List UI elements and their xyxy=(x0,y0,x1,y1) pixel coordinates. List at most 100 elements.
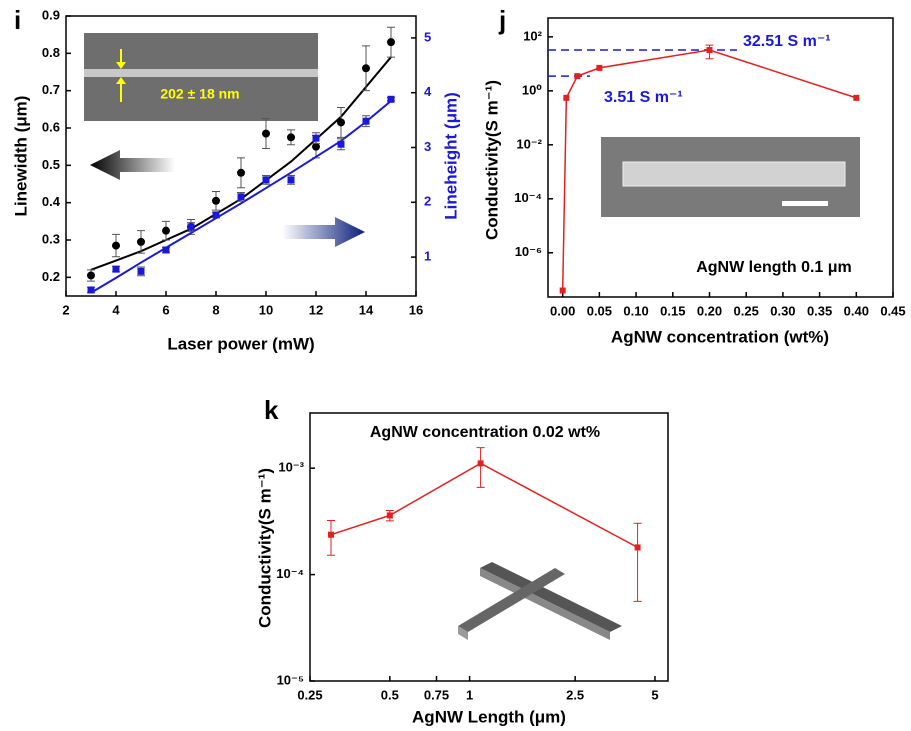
sem-bar xyxy=(623,162,845,186)
y-tick-label: 10⁻⁵ xyxy=(277,672,304,687)
x-tick-label: 0.00 xyxy=(550,303,575,318)
y-axis-label: Linewidth (μm) xyxy=(11,96,30,217)
x-tick-label: 0.45 xyxy=(880,303,905,318)
y-tick-label: 0.4 xyxy=(42,194,61,209)
y-tick-label: 10⁻⁴ xyxy=(276,566,304,581)
point xyxy=(237,169,245,177)
sem-line xyxy=(84,69,318,77)
nanowire-cross xyxy=(458,562,622,640)
x-tick-label: 8 xyxy=(212,302,219,317)
point xyxy=(87,271,95,279)
y-tick-label: 0.9 xyxy=(42,7,60,22)
figure: i2468101214160.20.30.40.50.60.70.80.9123… xyxy=(0,0,911,731)
point xyxy=(338,141,345,148)
y-axis-label: Conductivity(S m⁻¹) xyxy=(482,80,501,240)
y2-tick-label: 4 xyxy=(424,84,432,99)
plot-frame xyxy=(310,413,668,681)
x-tick-label: 2.5 xyxy=(566,687,584,702)
chart-title: AgNW concentration 0.02 wt% xyxy=(370,424,600,441)
x-axis-label: AgNW Length (μm) xyxy=(412,707,566,726)
point xyxy=(313,135,320,142)
x-tick-label: 0.10 xyxy=(623,303,648,318)
point xyxy=(162,227,170,235)
x-tick-label: 6 xyxy=(162,302,169,317)
point xyxy=(635,544,641,550)
x-axis-label: Laser power (mW) xyxy=(167,334,314,353)
annotation: 202 ± 18 nm xyxy=(160,86,239,102)
point xyxy=(478,460,484,466)
y2-tick-label: 3 xyxy=(424,139,431,154)
series-line xyxy=(331,463,638,547)
x-tick-label: 0.15 xyxy=(660,303,685,318)
point xyxy=(387,512,393,518)
x-tick-label: 12 xyxy=(309,302,323,317)
point xyxy=(387,38,395,46)
point xyxy=(88,286,95,293)
point xyxy=(388,96,395,103)
y2-tick-label: 1 xyxy=(424,249,431,264)
y-tick-label: 10² xyxy=(523,28,542,43)
y-tick-label: 0.3 xyxy=(42,231,60,246)
panel-letter: k xyxy=(264,395,279,425)
left-arrow xyxy=(90,150,175,180)
point xyxy=(137,238,145,246)
point xyxy=(563,95,569,101)
point xyxy=(263,176,270,183)
panel-letter: j xyxy=(498,5,506,35)
page: {"chart_data": [ {"type": "scatter", "pa… xyxy=(0,0,911,731)
error-bar xyxy=(634,523,642,601)
point xyxy=(238,193,245,200)
point xyxy=(363,118,370,125)
x-axis-label: AgNW concentration (wt%) xyxy=(611,327,829,346)
y2-tick-label: 5 xyxy=(424,29,431,44)
point xyxy=(213,211,220,218)
y-tick-label: 0.6 xyxy=(42,119,60,134)
error-bar xyxy=(327,521,335,556)
point xyxy=(337,118,345,126)
y-tick-label: 10⁻³ xyxy=(278,460,304,475)
x-tick-label: 0.35 xyxy=(807,303,832,318)
point xyxy=(212,197,220,205)
point xyxy=(288,176,295,183)
y-tick-label: 0.8 xyxy=(42,45,60,60)
y-tick-label: 10⁻⁴ xyxy=(514,190,542,205)
reference-label: 3.51 S m⁻¹ xyxy=(604,89,683,106)
x-tick-label: 0.5 xyxy=(381,687,399,702)
x-tick-label: 14 xyxy=(359,302,374,317)
scale-bar xyxy=(782,201,828,206)
y-tick-label: 10⁰ xyxy=(522,82,542,97)
y-tick-label: 10⁻⁶ xyxy=(515,244,542,259)
x-tick-label: 0.05 xyxy=(587,303,612,318)
y-tick-label: 0.2 xyxy=(42,269,60,284)
point xyxy=(574,73,580,79)
y2-axis-label: Lineheight (μm) xyxy=(441,92,460,220)
x-tick-label: 16 xyxy=(409,302,423,317)
x-tick-label: 0.20 xyxy=(697,303,722,318)
x-tick-label: 2 xyxy=(62,302,69,317)
x-tick-label: 5 xyxy=(651,687,658,702)
point xyxy=(113,266,120,273)
right-arrow xyxy=(282,217,365,247)
point xyxy=(560,288,566,294)
chart-title: AgNW length 0.1 μm xyxy=(696,259,852,276)
x-tick-label: 0.30 xyxy=(770,303,795,318)
x-tick-label: 0.75 xyxy=(424,687,449,702)
point xyxy=(706,47,712,53)
point xyxy=(328,532,334,538)
point xyxy=(112,242,120,250)
x-tick-label: 0.40 xyxy=(844,303,869,318)
point xyxy=(287,133,295,141)
point xyxy=(163,246,170,253)
error-bar xyxy=(477,448,485,488)
y-tick-label: 0.5 xyxy=(42,157,60,172)
x-tick-label: 4 xyxy=(112,302,120,317)
y-tick-label: 10⁻² xyxy=(516,136,542,151)
y-tick-label: 0.7 xyxy=(42,82,60,97)
panel-letter: i xyxy=(14,5,21,35)
point xyxy=(362,64,370,72)
point xyxy=(262,130,270,138)
x-tick-label: 1 xyxy=(466,687,473,702)
y-axis-label: Conductivity(S m⁻¹) xyxy=(255,468,274,628)
point xyxy=(853,95,859,101)
x-tick-label: 10 xyxy=(259,302,273,317)
